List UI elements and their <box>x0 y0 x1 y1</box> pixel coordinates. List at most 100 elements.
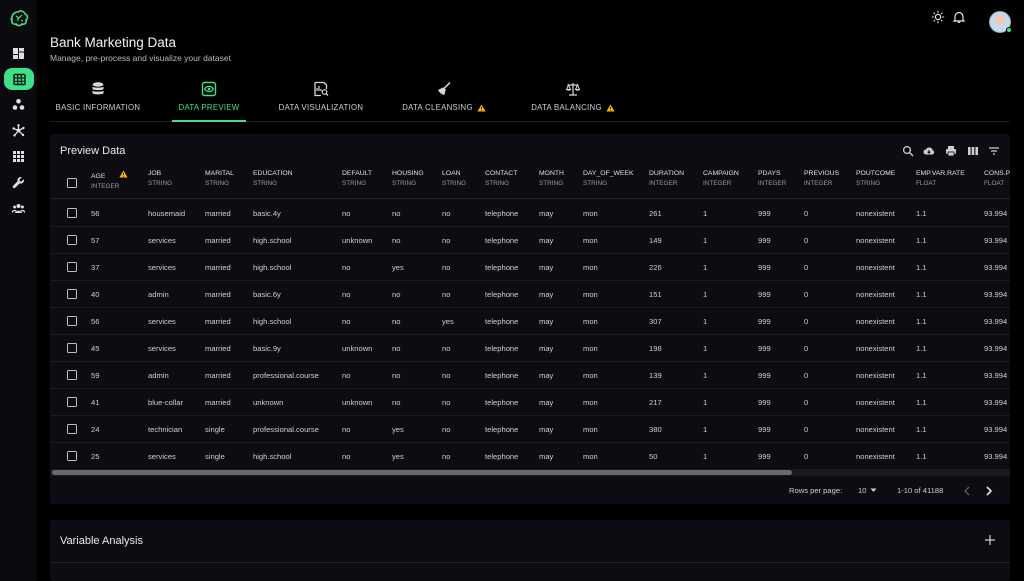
row-checkbox[interactable] <box>67 235 77 245</box>
rows-per-page-select[interactable]: 10 <box>858 486 877 495</box>
online-status-dot <box>1006 27 1012 33</box>
table-row[interactable]: 40 admin married basic.6y no no no telephone may… <box>50 281 1010 308</box>
horizontal-scrollbar[interactable] <box>50 469 1010 476</box>
table-cell: nonexistent <box>856 290 895 299</box>
tab-data-preview[interactable]: DATA PREVIEW <box>172 78 246 122</box>
column-header-poutcome[interactable]: POUTCOME STRING <box>856 170 895 187</box>
table-cell: unknown <box>342 398 373 407</box>
row-checkbox[interactable] <box>67 262 77 272</box>
column-header-campaign[interactable]: CAMPAIGN INTEGER <box>703 170 739 187</box>
row-checkbox[interactable] <box>67 424 77 434</box>
sidebar-item-cluster[interactable] <box>0 93 37 115</box>
table-cell: services <box>148 344 176 353</box>
cloud-download-icon[interactable] <box>923 145 935 157</box>
column-type: INTEGER <box>804 180 833 187</box>
brain-logo-icon[interactable] <box>9 9 29 27</box>
table-cell: 40 <box>91 290 100 299</box>
column-header-month[interactable]: MONTH STRING <box>539 170 564 187</box>
column-header-age[interactable]: AGE INTEGER <box>91 170 128 190</box>
row-checkbox[interactable] <box>67 289 77 299</box>
table-row[interactable]: 37 services married high.school no yes no telep… <box>50 254 1010 281</box>
sidebar-item-users[interactable] <box>0 197 37 219</box>
column-name: PREVIOUS <box>804 170 840 177</box>
table-cell: 149 <box>649 236 662 245</box>
row-checkbox[interactable] <box>67 370 77 380</box>
table-row[interactable]: 41 blue-collar married unknown unknown no no te… <box>50 389 1010 416</box>
sidebar-item-table-grid[interactable] <box>4 68 34 90</box>
table-row[interactable]: 45 services married basic.9y unknown no no tele… <box>50 335 1010 362</box>
chevron-right-icon[interactable] <box>985 486 993 496</box>
row-checkbox[interactable] <box>67 343 77 353</box>
table-cell: no <box>442 398 451 407</box>
sidebar-item-dashboard[interactable] <box>0 42 37 64</box>
bell-icon[interactable] <box>952 10 966 24</box>
plus-icon[interactable] <box>984 534 996 546</box>
column-header-housing[interactable]: HOUSING STRING <box>392 170 424 187</box>
filter-icon[interactable] <box>988 145 1000 157</box>
page-subtitle: Manage, pre-process and visualize your d… <box>50 53 231 63</box>
column-name: HOUSING <box>392 170 424 177</box>
print-icon[interactable] <box>945 145 957 157</box>
table-row[interactable]: 56 housemaid married basic.4y no no no telephon… <box>50 200 1010 227</box>
user-avatar[interactable] <box>989 11 1011 33</box>
brightness-icon[interactable] <box>931 10 945 24</box>
table-row[interactable]: 25 services single high.school no yes no teleph… <box>50 443 1010 467</box>
search-icon[interactable] <box>902 145 914 157</box>
sidebar-item-wrench[interactable] <box>0 171 37 193</box>
table-cell: high.school <box>253 263 292 272</box>
table-row[interactable]: 24 technician single professional.course no y… <box>50 416 1010 443</box>
table-cell: no <box>442 263 451 272</box>
pagination-range: 1-10 of 41188 <box>897 486 944 495</box>
table-cell: 1 <box>703 236 708 245</box>
column-header-previous[interactable]: PREVIOUS INTEGER <box>804 170 839 187</box>
variable-analysis-card[interactable]: Variable Analysis <box>50 520 1010 581</box>
tab-data-visualization[interactable]: DATA VISUALIZATION <box>279 78 363 122</box>
column-header-default[interactable]: DEFAULT STRING <box>342 170 372 187</box>
table-cell: 57 <box>91 236 100 245</box>
column-header-marital[interactable]: MARITAL STRING <box>205 170 234 187</box>
table-row[interactable]: 59 admin married professional.course no no no t… <box>50 362 1010 389</box>
row-checkbox[interactable] <box>67 397 77 407</box>
scrollbar-thumb[interactable] <box>52 470 792 475</box>
row-checkbox[interactable] <box>67 316 77 326</box>
table-cell: 999 <box>758 263 771 272</box>
table-cell: 93.994 <box>984 290 1008 299</box>
column-header-cons-p[interactable]: CONS.P FLOAT <box>984 170 1010 187</box>
table-cell: no <box>442 425 451 434</box>
columns-icon[interactable] <box>967 145 979 157</box>
column-header-pdays[interactable]: PDAYS INTEGER <box>758 170 786 187</box>
chevron-left-icon[interactable] <box>963 486 971 496</box>
table-cell: 93.994 <box>984 371 1008 380</box>
table-cell: 0 <box>804 236 809 245</box>
select-all-checkbox[interactable] <box>67 178 77 188</box>
column-header-loan[interactable]: LOAN STRING <box>442 170 466 187</box>
column-type: STRING <box>205 180 230 187</box>
tab-basic-information[interactable]: BASIC INFORMATION <box>56 78 140 122</box>
column-header-duration[interactable]: DURATION INTEGER <box>649 170 684 187</box>
row-checkbox[interactable] <box>67 451 77 461</box>
table-cell: basic.6y <box>253 290 281 299</box>
table-cell: high.school <box>253 317 292 326</box>
table-cell: no <box>442 344 451 353</box>
column-header-emp-var-rate[interactable]: EMP.VAR.RATE FLOAT <box>916 170 965 187</box>
column-header-education[interactable]: EDUCATION STRING <box>253 170 293 187</box>
column-header-day-of-week[interactable]: DAY_OF_WEEK STRING <box>583 170 634 187</box>
sidebar-item-apps-grid[interactable] <box>0 145 37 167</box>
table-row[interactable]: 56 services married high.school no no yes telep… <box>50 308 1010 335</box>
sidebar-item-network[interactable] <box>0 119 37 141</box>
table-cell: mon <box>583 425 598 434</box>
table-cell: 93.994 <box>984 398 1008 407</box>
column-header-contact[interactable]: CONTACT STRING <box>485 170 517 187</box>
tab-data-balancing[interactable]: DATA BALANCING <box>531 78 615 122</box>
table-cell: unknown <box>253 398 284 407</box>
column-header-job[interactable]: JOB STRING <box>148 170 172 187</box>
divider <box>50 562 1010 563</box>
row-checkbox[interactable] <box>67 208 77 218</box>
table-row[interactable]: 57 services married high.school unknown no no t… <box>50 227 1010 254</box>
table-cell: nonexistent <box>856 398 895 407</box>
network-icon <box>12 123 25 137</box>
table-cell: married <box>205 398 231 407</box>
table-cell: nonexistent <box>856 236 895 245</box>
table-cell: may <box>539 398 554 407</box>
tab-data-cleansing[interactable]: DATA CLEANSING <box>402 78 486 122</box>
